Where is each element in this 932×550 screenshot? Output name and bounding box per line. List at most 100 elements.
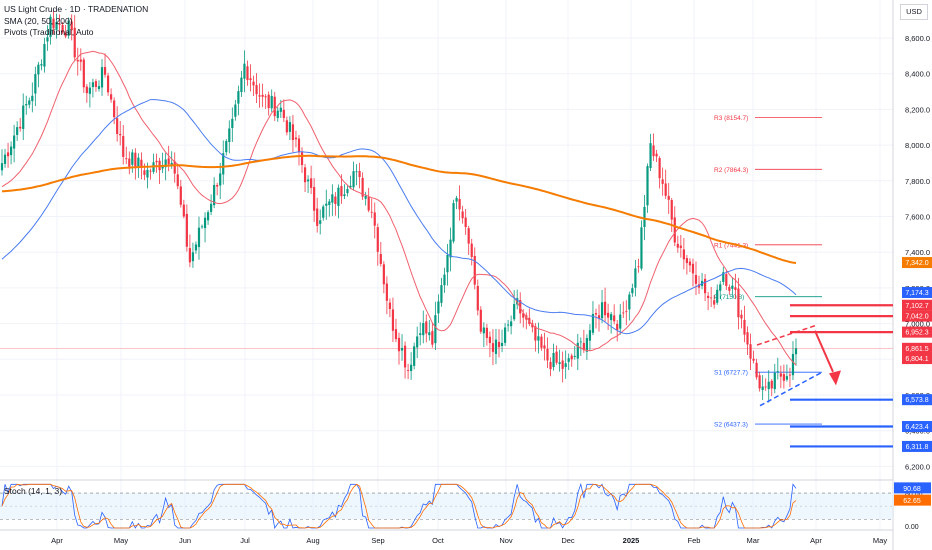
candle-body (343, 194, 346, 197)
candle (313, 178, 316, 222)
candle-body (6, 152, 10, 157)
candle (700, 272, 704, 290)
candle-body (570, 355, 573, 360)
price-badge-label: 7,102.7 (905, 303, 928, 310)
candle (222, 140, 225, 185)
candle-body (46, 37, 49, 42)
candle (103, 53, 107, 78)
candle-body (537, 336, 540, 341)
candle-body (734, 287, 737, 290)
candle-body (416, 336, 419, 348)
candle-body (82, 59, 85, 88)
candle (349, 175, 352, 190)
candle (394, 318, 398, 343)
candle (603, 287, 607, 323)
candle (43, 37, 46, 73)
candle (767, 370, 770, 403)
candle-body (516, 298, 519, 305)
stoch-label[interactable]: Stoch (14, 1, 3) (4, 486, 63, 496)
pivot-lines: R3 (8154.7) R2 (7864.3) R1 (7441.3) P (7150… (714, 115, 822, 429)
arrow-shaft (814, 330, 834, 373)
arrow-head-icon (829, 370, 841, 386)
candle (740, 309, 743, 329)
sma-50-line (1, 99, 797, 335)
candle (6, 142, 10, 168)
candle (325, 189, 328, 220)
candle (537, 322, 540, 354)
candle (628, 291, 631, 321)
candle-body (228, 128, 231, 142)
price-badge-bg (902, 310, 932, 322)
candle (234, 99, 237, 121)
candle (437, 294, 440, 323)
pivots-legend[interactable]: Pivots (Traditional, Auto (4, 27, 94, 37)
candle-body (479, 309, 482, 332)
time-tick-label: Apr (810, 536, 822, 545)
pivot-label: P (7150.8) (714, 294, 744, 301)
candle (667, 182, 670, 214)
price-badge-label: 6,952.3 (905, 330, 928, 337)
candle-body (313, 187, 316, 211)
candle (610, 311, 613, 334)
candle-body (522, 313, 525, 318)
candle (607, 303, 610, 330)
candle-body (510, 321, 513, 327)
candle (473, 247, 476, 290)
candle (316, 197, 319, 233)
time-tick-label: Jul (240, 536, 250, 545)
grid (0, 0, 894, 550)
candle-body (316, 208, 319, 226)
candle (270, 89, 273, 112)
candle (188, 234, 191, 268)
candle-body (500, 342, 504, 347)
candle (210, 194, 213, 216)
candle (40, 59, 43, 71)
candle-body (300, 152, 304, 166)
candle (719, 280, 722, 299)
candle-body (558, 362, 561, 364)
candle-body (449, 239, 452, 258)
candle (713, 295, 716, 309)
candle (361, 172, 364, 201)
candle-body (646, 166, 649, 206)
candle-body (634, 268, 637, 288)
candle (88, 82, 91, 108)
candle (106, 72, 110, 96)
candle (276, 107, 279, 122)
candle-body (282, 109, 285, 118)
candle (337, 184, 340, 219)
candle-body (549, 361, 552, 370)
candle (55, 13, 58, 39)
candle (573, 345, 576, 360)
candle (503, 322, 507, 346)
candle-body (473, 255, 476, 285)
candle-body (55, 21, 58, 30)
candle (373, 202, 376, 239)
currency-button[interactable]: USD (900, 4, 928, 20)
candle-body (58, 23, 61, 25)
candle-body (285, 120, 288, 133)
candle (161, 152, 164, 174)
candle-body (594, 313, 598, 315)
candle-body (397, 337, 401, 352)
candle (637, 258, 640, 273)
candle (476, 279, 479, 316)
candle-body (31, 95, 34, 102)
candle-body (482, 327, 485, 334)
price-badge: 6,952.3 (902, 326, 932, 338)
candle-body (67, 20, 70, 36)
candle (500, 329, 504, 353)
candle (558, 349, 561, 372)
candle-body (43, 43, 46, 67)
candle (449, 227, 452, 272)
sma-legend[interactable]: SMA (20, 50, 200) (4, 16, 73, 26)
candle (243, 50, 246, 93)
candle (579, 337, 582, 356)
price-badge: 6,423.4 (902, 421, 932, 433)
candle (358, 162, 361, 189)
candle (494, 328, 498, 365)
candle (3, 148, 7, 168)
candle-body (546, 348, 549, 361)
candle (131, 149, 134, 173)
